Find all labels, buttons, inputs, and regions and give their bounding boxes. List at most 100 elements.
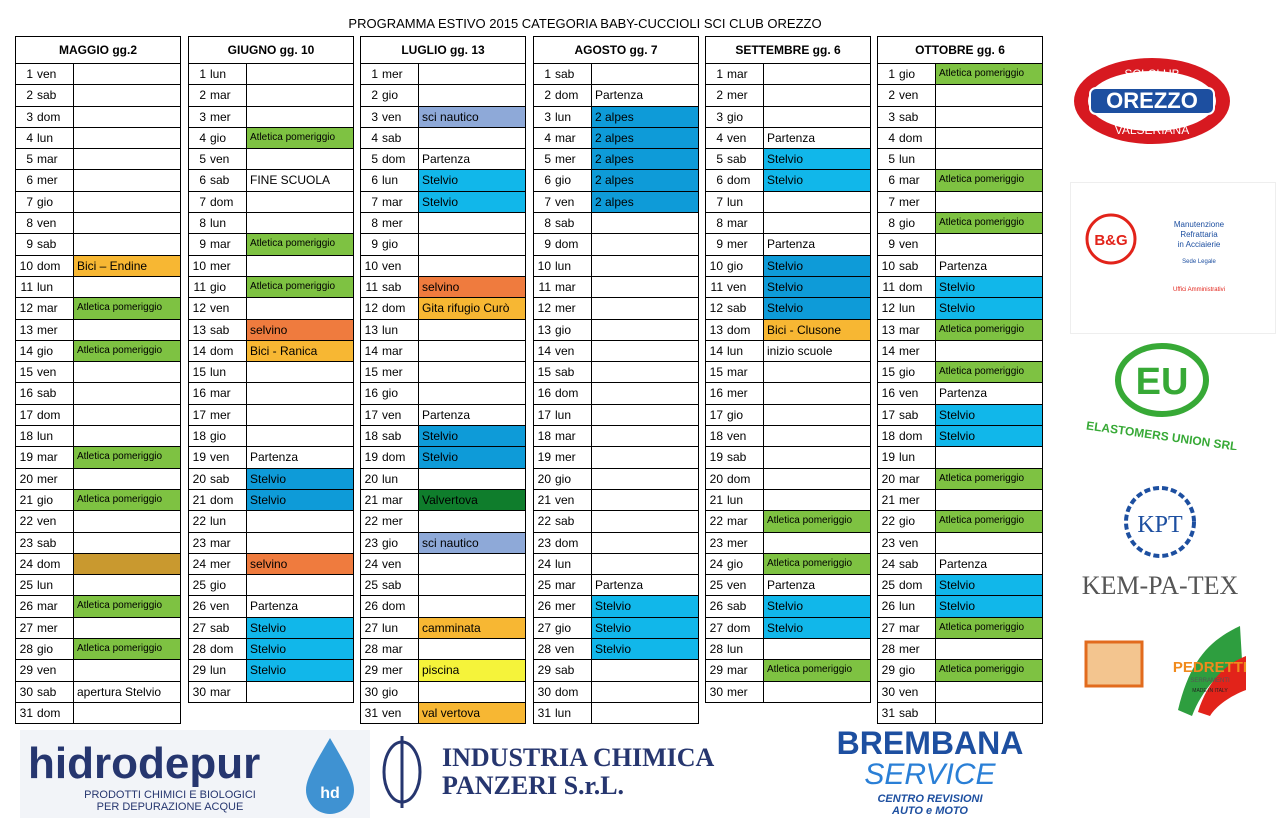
day-number: 6 [533, 170, 553, 192]
weekday: mer [208, 554, 246, 576]
day-row: 13 sab selvino [188, 319, 354, 341]
event-cell: Stelvio [246, 639, 354, 661]
day-row: 28 ven Stelvio [533, 639, 699, 661]
event-cell [246, 64, 354, 86]
event-cell [591, 468, 699, 490]
event-cell: camminata [418, 617, 526, 640]
day-number: 21 [705, 489, 725, 512]
weekday: lun [35, 277, 73, 299]
day-row: 5 sab Stelvio [705, 149, 871, 171]
day-number: 17 [188, 404, 208, 427]
day-number: 3 [705, 106, 725, 128]
weekday: lun [208, 660, 246, 682]
weekday: dom [725, 320, 763, 341]
event-cell: Bici – Endine [73, 255, 181, 277]
day-row: 21 dom Stelvio [188, 489, 354, 512]
month-header: SETTEMBRE gg. 6 [705, 36, 871, 64]
day-row: 26 mer Stelvio [533, 596, 699, 618]
day-number: 2 [877, 85, 897, 107]
weekday: sab [380, 277, 418, 299]
weekday: lun [725, 341, 763, 363]
event-cell [763, 532, 871, 554]
svg-text:BREMBANA: BREMBANA [837, 725, 1024, 761]
day-row: 5 lun [877, 149, 1043, 171]
day-number: 13 [705, 319, 725, 341]
day-row: 11 gio Atletica pomeriggio [188, 276, 354, 299]
weekday: mer [553, 447, 591, 469]
day-number: 31 [360, 702, 380, 725]
event-cell [763, 447, 871, 469]
day-number: 22 [360, 511, 380, 533]
weekday: sab [725, 298, 763, 320]
weekday: sab [553, 660, 591, 682]
event-cell [73, 213, 181, 235]
day-number: 29 [533, 660, 553, 682]
weekday: gio [553, 170, 591, 192]
day-number: 3 [877, 106, 897, 128]
day-row: 11 mar [533, 276, 699, 299]
weekday: dom [35, 405, 73, 427]
day-row: 23 mer [705, 532, 871, 554]
weekday: ven [725, 426, 763, 448]
day-number: 29 [705, 660, 725, 682]
day-number: 12 [705, 298, 725, 320]
day-row: 15 mar [705, 362, 871, 384]
weekday: sab [208, 469, 246, 490]
day-number: 23 [533, 532, 553, 554]
day-number: 5 [15, 149, 35, 171]
weekday: mar [380, 192, 418, 214]
weekday: mar [35, 596, 73, 618]
event-cell: Atletica pomeriggio [935, 468, 1043, 490]
weekday: sab [35, 682, 73, 703]
day-row: 24 ven [360, 553, 526, 576]
weekday: dom [553, 85, 591, 107]
day-row: 22 mar Atletica pomeriggio [705, 511, 871, 533]
day-row: 21 ven [533, 489, 699, 512]
day-row: 29 gio Atletica pomeriggio [877, 660, 1043, 682]
event-cell: FINE SCUOLA [246, 170, 354, 192]
weekday: ven [35, 511, 73, 533]
day-row: 16 ven Partenza [877, 383, 1043, 405]
weekday: lun [35, 426, 73, 448]
day-row: 5 dom Partenza [360, 149, 526, 171]
event-cell: Stelvio [418, 426, 526, 448]
day-number: 30 [705, 681, 725, 703]
weekday: mar [208, 682, 246, 703]
day-number: 27 [877, 617, 897, 640]
day-row: 26 mar Atletica pomeriggio [15, 596, 181, 618]
event-cell [935, 234, 1043, 256]
day-number: 27 [188, 617, 208, 640]
event-cell [418, 85, 526, 107]
day-row: 12 lun Stelvio [877, 298, 1043, 320]
day-row: 16 dom [533, 383, 699, 405]
hidrodepur-logo: hidrodepur hd PRODOTTI CHIMICI E BIOLOGI… [20, 730, 370, 818]
day-number: 27 [15, 617, 35, 640]
day-number: 25 [360, 575, 380, 597]
weekday: ven [553, 341, 591, 363]
event-cell: Atletica pomeriggio [73, 489, 181, 512]
event-cell: 2 alpes [591, 170, 699, 192]
day-row: 14 gio Atletica pomeriggio [15, 340, 181, 363]
weekday: dom [553, 533, 591, 554]
day-row: 21 gio Atletica pomeriggio [15, 489, 181, 512]
weekday: mar [208, 85, 246, 107]
weekday: mar [897, 618, 935, 640]
event-cell [935, 639, 1043, 661]
day-number: 21 [15, 489, 35, 512]
event-cell: Stelvio [763, 255, 871, 277]
event-cell [935, 127, 1043, 150]
day-row: 30 mar [188, 681, 354, 703]
weekday: mar [208, 234, 246, 256]
day-number: 8 [15, 213, 35, 235]
day-number: 25 [877, 575, 897, 597]
day-number: 7 [15, 191, 35, 214]
month-column: MAGGIO gg.2 1 ven 2 sab 3 dom 4 lun 5 mar 6 mer 7 gio 8… [15, 36, 181, 725]
day-number: 1 [15, 64, 35, 86]
day-number: 14 [360, 340, 380, 363]
event-cell: Bici - Ranica [246, 340, 354, 363]
event-cell: Stelvio [935, 596, 1043, 618]
day-number: 23 [188, 532, 208, 554]
weekday: sab [208, 618, 246, 640]
day-row: 9 dom [533, 234, 699, 256]
event-cell [935, 702, 1043, 725]
